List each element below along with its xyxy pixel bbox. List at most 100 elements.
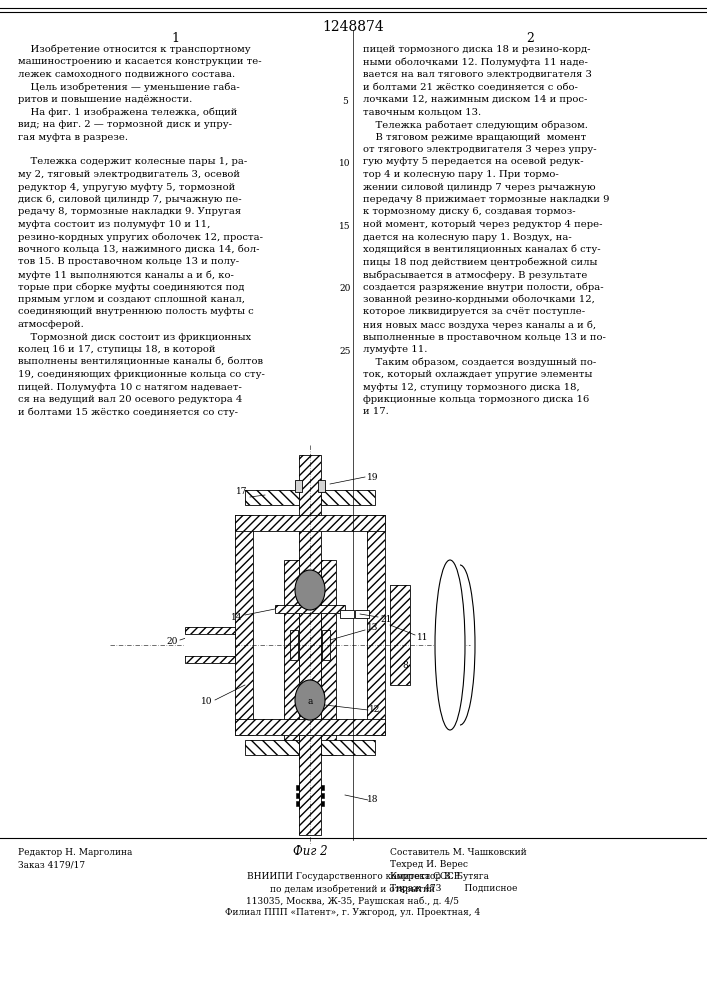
Bar xyxy=(235,515,385,531)
Text: ными оболочками 12. Полумуфта 11 наде-: ными оболочками 12. Полумуфта 11 наде- xyxy=(363,57,588,67)
Text: которое ликвидируется за счёт поступле-: которое ликвидируется за счёт поступле- xyxy=(363,308,585,316)
Text: 13: 13 xyxy=(368,622,379,632)
Bar xyxy=(321,560,336,755)
Text: 113035, Москва, Ж-35, Раушская наб., д. 4/5: 113035, Москва, Ж-35, Раушская наб., д. … xyxy=(247,896,460,906)
Bar xyxy=(299,455,321,835)
Bar xyxy=(390,585,410,685)
Bar xyxy=(290,630,298,660)
Text: ходящийся в вентиляционных каналах б сту-: ходящийся в вентиляционных каналах б сту… xyxy=(363,245,601,254)
Bar xyxy=(355,610,369,618)
Text: лумуфте 11.: лумуфте 11. xyxy=(363,345,427,354)
Bar xyxy=(321,740,375,755)
Bar xyxy=(390,585,410,685)
Bar xyxy=(295,480,302,492)
Text: редуктор 4, упругую муфту 5, тормозной: редуктор 4, упругую муфту 5, тормозной xyxy=(18,182,235,192)
Text: В тяговом режиме вращающий  момент: В тяговом режиме вращающий момент xyxy=(363,132,586,141)
Text: 14: 14 xyxy=(231,612,243,621)
Text: 5: 5 xyxy=(342,97,348,106)
Text: по делам изобретений и открытий: по делам изобретений и открытий xyxy=(271,884,436,894)
Text: муфта состоит из полумуфт 10 и 11,: муфта состоит из полумуфт 10 и 11, xyxy=(18,220,211,229)
Text: ВНИИПИ Государственного комитета СССР: ВНИИПИ Государственного комитета СССР xyxy=(247,872,460,881)
Text: Редактор Н. Марголина: Редактор Н. Марголина xyxy=(18,848,132,857)
Bar xyxy=(235,515,253,735)
Bar xyxy=(321,740,375,755)
Ellipse shape xyxy=(295,680,325,720)
Bar xyxy=(290,630,298,660)
Text: Таким образом, создается воздушный по-: Таким образом, создается воздушный по- xyxy=(363,358,596,367)
Bar xyxy=(235,719,385,735)
Bar xyxy=(275,605,345,613)
Text: жении силовой цилиндр 7 через рычажную: жении силовой цилиндр 7 через рычажную xyxy=(363,182,595,192)
Text: создается разряжение внутри полости, обра-: создается разряжение внутри полости, обр… xyxy=(363,282,604,292)
Text: Филиал ППП «Патент», г. Ужгород, ул. Проектная, 4: Филиал ППП «Патент», г. Ужгород, ул. Про… xyxy=(226,908,481,917)
Text: тавочным кольцом 13.: тавочным кольцом 13. xyxy=(363,107,481,116)
Text: машиностроению и касается конструкции те-: машиностроению и касается конструкции те… xyxy=(18,57,262,66)
Text: Изобретение относится к транспортному: Изобретение относится к транспортному xyxy=(18,45,250,54)
Text: тор 4 и колесную пару 1. При тормо-: тор 4 и колесную пару 1. При тормо- xyxy=(363,170,559,179)
Text: 10: 10 xyxy=(339,159,351,168)
Text: резино-кордных упругих оболочек 12, проста-: резино-кордных упругих оболочек 12, прос… xyxy=(18,232,263,242)
Text: вочного кольца 13, нажимного диска 14, бол-: вочного кольца 13, нажимного диска 14, б… xyxy=(18,245,259,254)
Text: 18: 18 xyxy=(367,796,379,804)
Bar xyxy=(185,634,235,656)
Bar xyxy=(275,605,345,613)
Text: 1: 1 xyxy=(171,32,179,45)
Text: дается на колесную пару 1. Воздух, на-: дается на колесную пару 1. Воздух, на- xyxy=(363,232,572,241)
Bar xyxy=(245,740,299,755)
Text: гую муфту 5 передается на осевой редук-: гую муфту 5 передается на осевой редук- xyxy=(363,157,583,166)
Text: 20: 20 xyxy=(339,284,351,293)
Text: фрикционные кольца тормозного диска 16: фрикционные кольца тормозного диска 16 xyxy=(363,395,589,404)
Text: редачу 8, тормозные накладки 9. Упругая: редачу 8, тормозные накладки 9. Упругая xyxy=(18,208,241,217)
Text: 1248874: 1248874 xyxy=(322,20,384,34)
Bar xyxy=(321,490,375,505)
Text: и болтами 21 жёстко соединяется с обо-: и болтами 21 жёстко соединяется с обо- xyxy=(363,83,578,92)
Bar xyxy=(299,455,321,835)
Text: ной момент, который через редуктор 4 пере-: ной момент, который через редуктор 4 пер… xyxy=(363,220,602,229)
Text: гая муфта в разрезе.: гая муфта в разрезе. xyxy=(18,132,128,141)
Text: вается на вал тягового электродвигателя 3: вается на вал тягового электродвигателя … xyxy=(363,70,592,79)
Text: колец 16 и 17, ступицы 18, в которой: колец 16 и 17, ступицы 18, в которой xyxy=(18,345,216,354)
Text: муфте 11 выполняются каналы а и б, ко-: муфте 11 выполняются каналы а и б, ко- xyxy=(18,270,234,279)
Text: от тягового электродвигателя 3 через упру-: от тягового электродвигателя 3 через упр… xyxy=(363,145,597,154)
Text: 25: 25 xyxy=(339,347,351,356)
Bar xyxy=(235,515,253,735)
Text: Заказ 4179/17: Заказ 4179/17 xyxy=(18,860,85,869)
Text: ток, который охлаждает упругие элементы: ток, который охлаждает упругие элементы xyxy=(363,370,592,379)
Text: атмосферой.: атмосферой. xyxy=(18,320,85,329)
Text: передачу 8 прижимает тормозные накладки 9: передачу 8 прижимает тормозные накладки … xyxy=(363,195,609,204)
Bar xyxy=(321,785,324,790)
Ellipse shape xyxy=(435,560,465,730)
Text: 2: 2 xyxy=(526,32,534,45)
Bar xyxy=(185,627,235,663)
Text: соединяющий внутреннюю полость муфты с: соединяющий внутреннюю полость муфты с xyxy=(18,308,254,316)
Text: пицей. Полумуфта 10 с натягом надевает-: пицей. Полумуфта 10 с натягом надевает- xyxy=(18,382,242,391)
Text: Тираж 473        Подписное: Тираж 473 Подписное xyxy=(390,884,518,893)
Text: выполнены вентиляционные каналы б, болтов: выполнены вентиляционные каналы б, болто… xyxy=(18,358,263,366)
Text: 17: 17 xyxy=(236,488,247,496)
Bar xyxy=(245,740,299,755)
Text: а: а xyxy=(308,698,312,706)
Text: к тормозному диску 6, создавая тормоз-: к тормозному диску 6, создавая тормоз- xyxy=(363,208,575,217)
Text: выполненные в проставочном кольце 13 и по-: выполненные в проставочном кольце 13 и п… xyxy=(363,332,606,342)
Bar xyxy=(235,515,385,531)
Text: муфты 12, ступицу тормозного диска 18,: муфты 12, ступицу тормозного диска 18, xyxy=(363,382,580,391)
Text: Тележка работает следующим образом.: Тележка работает следующим образом. xyxy=(363,120,588,129)
Text: тов 15. В проставочном кольце 13 и полу-: тов 15. В проставочном кольце 13 и полу- xyxy=(18,257,239,266)
Bar xyxy=(367,515,385,735)
Bar xyxy=(318,480,325,492)
Text: 11: 11 xyxy=(417,633,428,642)
Bar xyxy=(284,560,299,755)
Text: диск 6, силовой цилиндр 7, рычажную пе-: диск 6, силовой цилиндр 7, рычажную пе- xyxy=(18,195,242,204)
Text: му 2, тяговый электродвигатель 3, осевой: му 2, тяговый электродвигатель 3, осевой xyxy=(18,170,240,179)
Text: 12: 12 xyxy=(369,706,380,714)
Bar xyxy=(321,490,375,505)
Text: 19: 19 xyxy=(367,473,379,482)
Text: 20: 20 xyxy=(166,638,177,647)
Bar xyxy=(296,801,299,806)
Text: б: б xyxy=(308,588,312,596)
Text: 8: 8 xyxy=(402,660,408,670)
Text: 21: 21 xyxy=(380,614,392,624)
Text: Цель изобретения — уменьшение габа-: Цель изобретения — уменьшение габа- xyxy=(18,83,240,92)
Bar xyxy=(235,719,385,735)
Text: На фиг. 1 изображена тележка, общий: На фиг. 1 изображена тележка, общий xyxy=(18,107,238,117)
